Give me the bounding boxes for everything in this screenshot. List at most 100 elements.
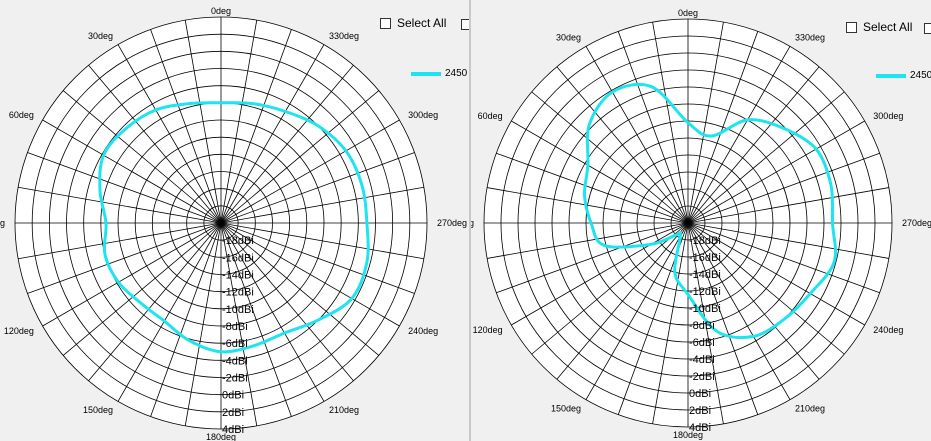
data-point (99, 189, 101, 192)
grid-ring (134, 136, 308, 310)
data-point (590, 222, 593, 224)
radial-tick-label: 4dBi (689, 422, 711, 434)
data-point (139, 302, 142, 305)
radial-tick-label: 2dBi (222, 407, 244, 419)
data-point (650, 85, 653, 88)
data-point (317, 124, 320, 127)
angle-tick-label: 270deg (902, 218, 931, 228)
data-point (752, 335, 755, 338)
radial-tick-label: -18dBi (222, 235, 254, 247)
data-point (831, 222, 834, 224)
series-checkbox[interactable] (461, 19, 470, 30)
grid-ring (31, 33, 411, 413)
data-point (783, 318, 786, 321)
select-all-label: Select All (863, 20, 913, 34)
grid-ring (14, 16, 428, 430)
grid-ring (619, 154, 757, 292)
polar-chart-panel-left: 0deg 30deg 60deg 90deg 120deg 150deg 180deg 210… (0, 6, 470, 441)
radial-tick-label: -14dBi (222, 270, 254, 282)
grid-ring (551, 86, 825, 360)
data-point (117, 281, 120, 284)
angle-tick-label: 60deg (9, 110, 34, 120)
data-point (716, 330, 718, 333)
radial-tick-label: -2dBi (689, 371, 715, 383)
checkbox-icon[interactable] (846, 21, 857, 33)
data-point (103, 253, 106, 256)
radial-tick-label: -4dBi (222, 355, 248, 367)
data-point (588, 123, 591, 126)
angle-tick-label: 270deg (437, 218, 467, 228)
grid-ring (636, 171, 740, 275)
grid-ring (568, 103, 808, 343)
polar-chart-panel-right: 0deg 30deg 60deg 90deg 120deg 150deg 180deg 210… (471, 0, 931, 441)
select-all-checkbox[interactable]: Select All (380, 16, 446, 30)
radial-tick-label: 0dBi (222, 390, 244, 402)
radial-tick-label: 4dBi (222, 424, 244, 436)
data-point (344, 149, 347, 152)
data-point (188, 102, 190, 105)
panel-divider (469, 0, 471, 441)
data-point (105, 222, 107, 224)
angle-tick-label: 330deg (795, 33, 825, 43)
data-point (809, 292, 812, 295)
grid-ring (653, 188, 723, 258)
data-point (710, 135, 713, 137)
data-point (679, 235, 682, 238)
angle-tick-label: 240deg (873, 325, 903, 335)
angle-tick-label: 150deg (83, 405, 113, 415)
angle-tick-label: 90deg (471, 218, 474, 228)
series-checkbox[interactable] (924, 23, 931, 34)
data-point (252, 102, 254, 105)
angle-tick-label: 210deg (795, 403, 825, 413)
data-point (284, 110, 287, 113)
angle-tick-label: 30deg (88, 31, 113, 41)
legend-entry[interactable]: 2450 (876, 70, 931, 81)
data-point (125, 127, 128, 130)
grid-ring (602, 137, 774, 309)
radial-tick-label: -10dBi (222, 304, 254, 316)
polar-chart-right: 0deg 30deg 60deg 90deg 120deg 150deg 180deg 210… (471, 8, 931, 440)
data-point (317, 319, 320, 322)
data-point (583, 194, 586, 197)
data-point (220, 350, 222, 353)
legend-line-icon (876, 73, 906, 78)
radial-tick-label: -12dBi (689, 286, 721, 298)
grid-ring (483, 18, 893, 428)
data-point (102, 154, 105, 157)
data-point (586, 164, 589, 167)
select-all-checkbox[interactable]: Select All (846, 20, 912, 34)
angle-tick-label: 300deg (408, 110, 438, 120)
radial-tick-label: -6dBi (222, 338, 248, 350)
legend-label: 2450 (910, 70, 931, 81)
angle-tick-label: 0deg (211, 6, 231, 16)
radial-tick-label: 2dBi (689, 405, 711, 417)
angle-tick-label: 30deg (556, 33, 581, 43)
radial-tick-label: -10dBi (689, 303, 721, 315)
data-point (603, 244, 606, 247)
checkbox-icon[interactable] (380, 17, 391, 29)
grid-ring (117, 119, 325, 327)
radial-tick-label: -12dBi (222, 287, 254, 299)
radial-tick-label: 0dBi (689, 388, 711, 400)
select-all-label: Select All (397, 16, 447, 30)
legend-line-icon (411, 71, 441, 76)
radial-tick-label: -14dBi (689, 269, 721, 281)
angle-tick-label: 120deg (4, 326, 34, 336)
data-point (252, 344, 255, 347)
angle-tick-label: 180deg (206, 432, 236, 441)
angle-tick-label: 180deg (673, 430, 703, 440)
grid-ring (670, 205, 706, 241)
data-point (154, 109, 157, 111)
data-point (687, 121, 689, 124)
data-point (687, 293, 689, 296)
data-point (283, 332, 286, 334)
grid-ring (517, 52, 859, 394)
grid-ring (169, 171, 273, 275)
radial-tick-label: -18dBi (689, 235, 721, 247)
data-point (675, 234, 677, 236)
angle-tick-label: 90deg (0, 218, 5, 228)
data-point (650, 243, 653, 246)
grid-ring (500, 35, 876, 411)
data-point (365, 222, 368, 224)
legend-entry[interactable]: 2450 (411, 68, 467, 79)
